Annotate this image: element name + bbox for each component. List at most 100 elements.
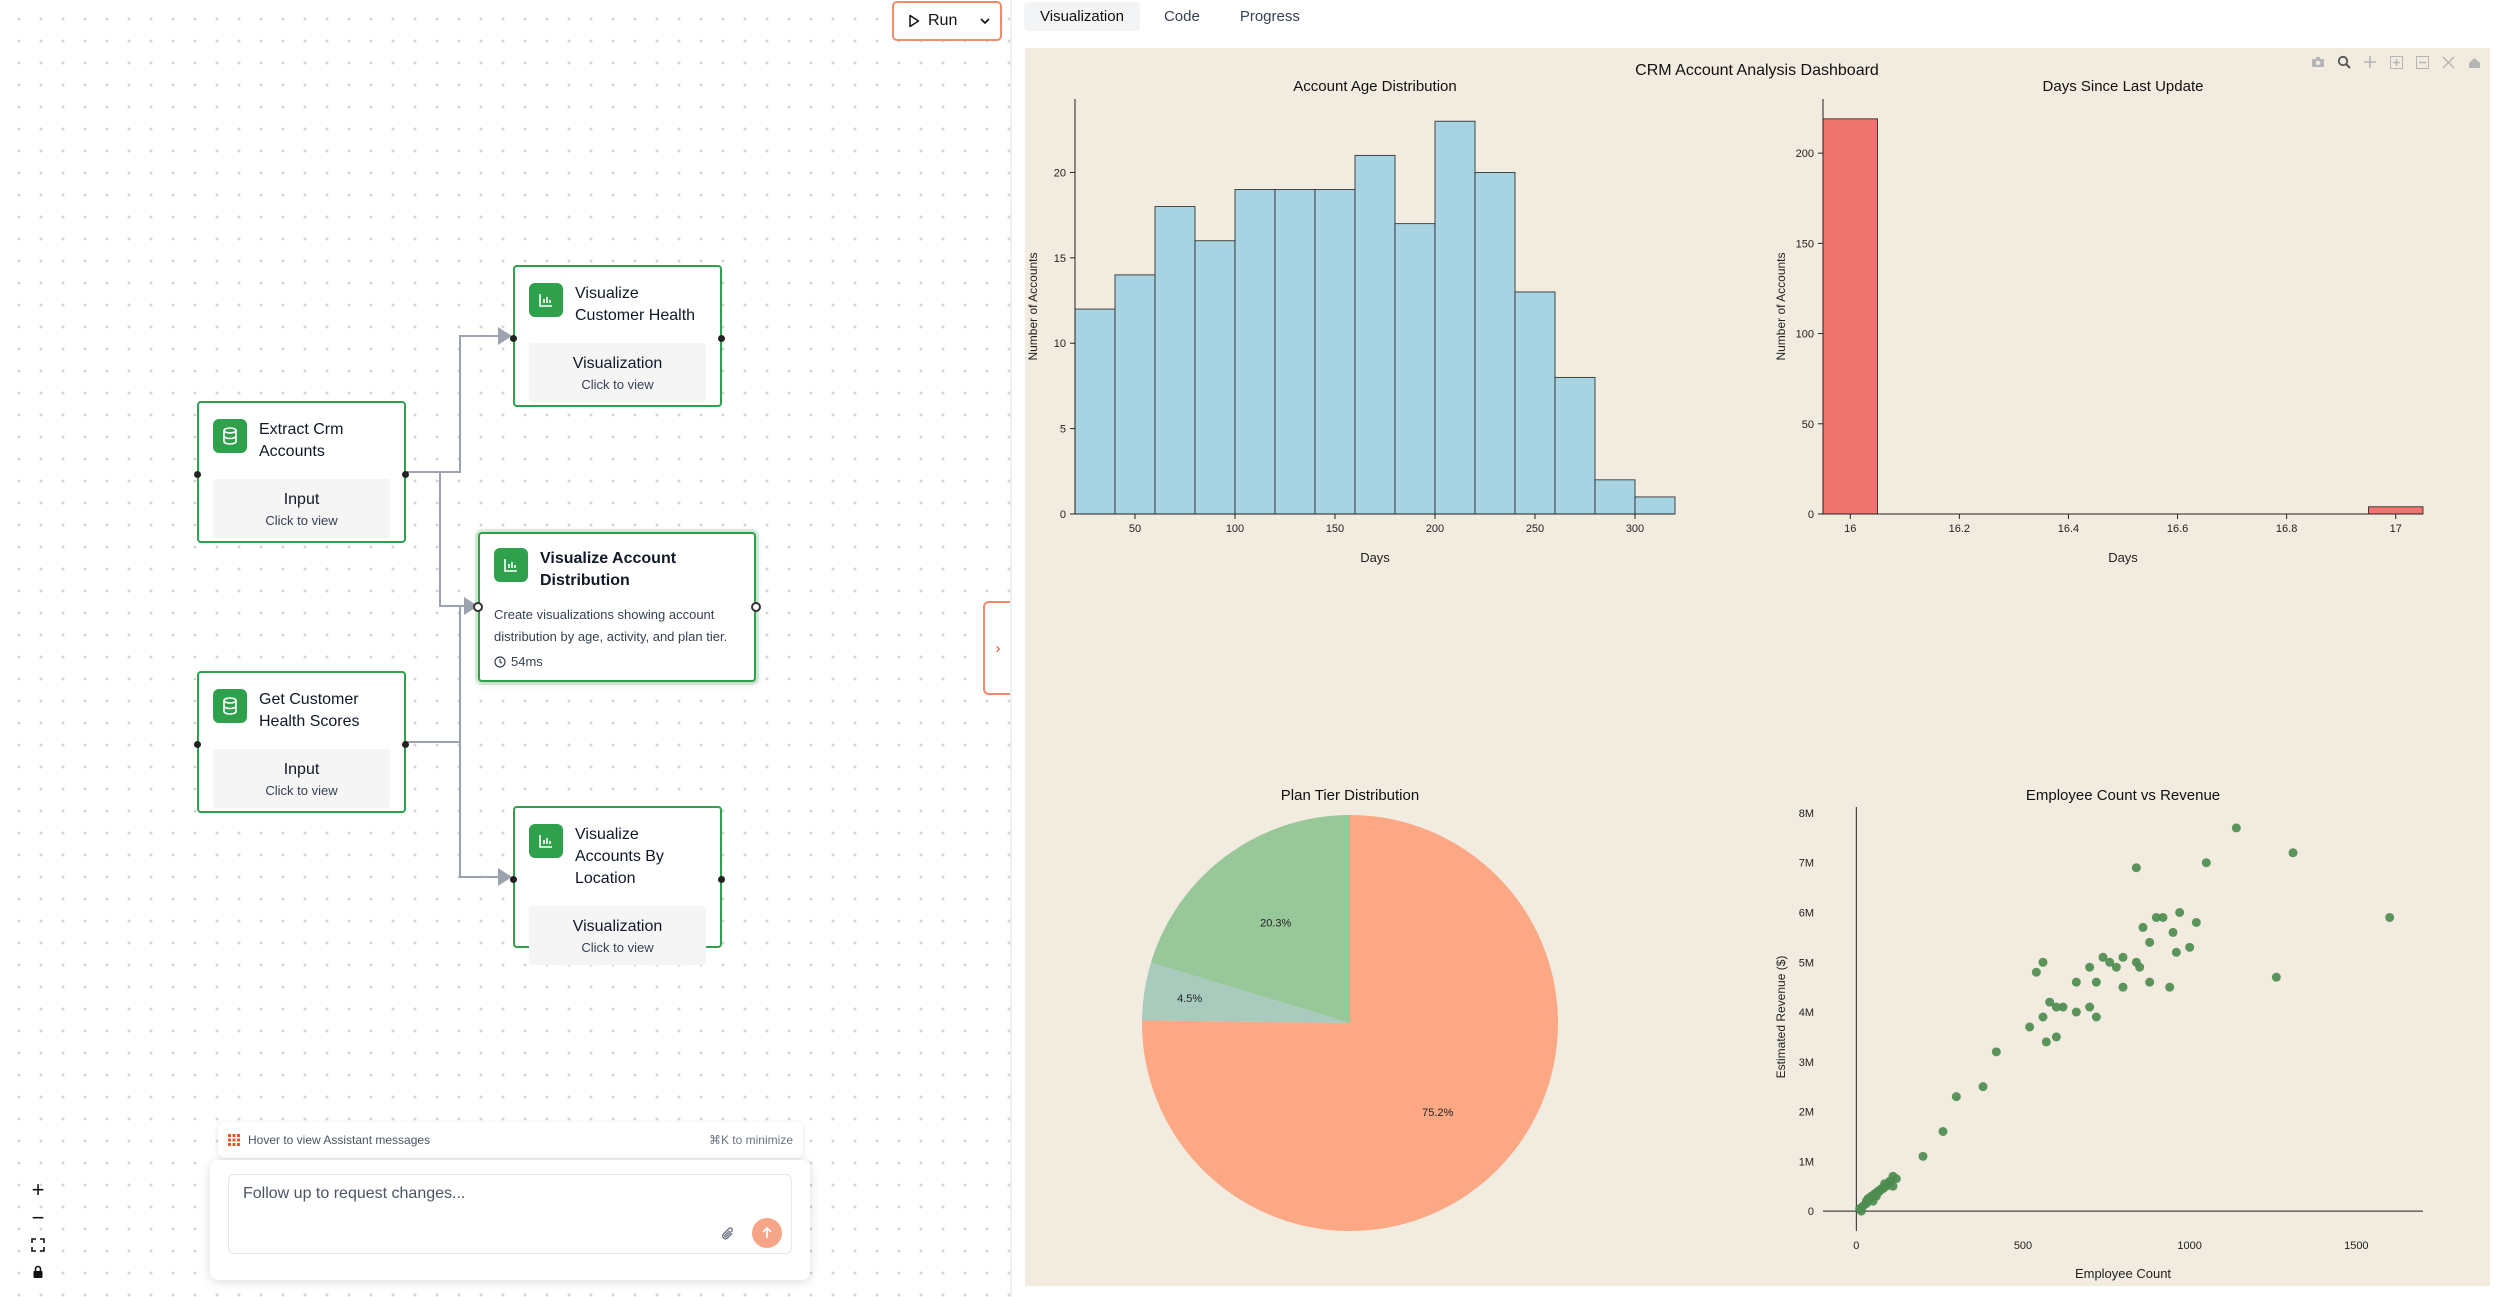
- run-button[interactable]: Run: [892, 1, 1002, 41]
- node-output-type: Visualization: [572, 918, 663, 935]
- node-output-type: Visualization: [572, 355, 663, 372]
- node-output-port[interactable]: [402, 471, 409, 478]
- panel-divider[interactable]: [1010, 0, 1012, 1297]
- attach-button[interactable]: [718, 1224, 738, 1244]
- camera-icon[interactable]: [2310, 54, 2326, 70]
- node-title: Extract Crm Accounts: [259, 421, 344, 460]
- follow-up-input[interactable]: [228, 1174, 792, 1254]
- scatter-point: [1938, 1126, 1948, 1136]
- node-output-port[interactable]: [402, 741, 409, 748]
- chevron-down-icon: [980, 18, 990, 25]
- zoom-out-button[interactable]: −: [31, 1205, 45, 1230]
- x-tick-label: 16.6: [2167, 523, 2188, 535]
- y-tick-label: 5: [1060, 424, 1066, 436]
- bar-chart-icon: [529, 283, 563, 317]
- bar: [1314, 189, 1356, 515]
- y-tick-label: 7M: [1799, 858, 1814, 870]
- tab-progress[interactable]: Progress: [1239, 7, 1300, 25]
- autoscale-icon[interactable]: [2440, 54, 2456, 70]
- bar: [1154, 206, 1196, 515]
- send-button[interactable]: [752, 1218, 782, 1248]
- scatter-point: [1863, 1194, 1873, 1204]
- bar: [1822, 118, 1878, 515]
- edge-scores-to-distribution: [405, 605, 472, 743]
- x-tick-label: 250: [1526, 523, 1544, 535]
- bar: [1554, 376, 1596, 515]
- y-tick-label: 200: [1796, 148, 1814, 160]
- node-visualize-accounts-by-location[interactable]: Visualize Accounts By Location Visualiza…: [510, 806, 725, 965]
- bar: [2368, 506, 2424, 515]
- scatter-point: [2151, 912, 2161, 922]
- assistant-messages-bar[interactable]: Hover to view Assistant messages ⌘K to m…: [218, 1122, 803, 1158]
- node-visualize-account-distribution[interactable]: Visualize Account Distribution Create vi…: [473, 532, 761, 682]
- tab-code[interactable]: Code: [1163, 7, 1200, 25]
- scatter-point: [2131, 863, 2141, 873]
- zoom-out-icon[interactable]: [2414, 54, 2430, 70]
- chat-composer: [210, 1160, 810, 1280]
- fit-view-button[interactable]: [26, 1233, 50, 1257]
- chart-title: Account Age Distribution: [1293, 78, 1456, 95]
- pie-label: 20.3%: [1260, 918, 1291, 930]
- x-tick-label: 16.8: [2276, 523, 2297, 535]
- node-title: Visualize Customer Health: [575, 285, 696, 324]
- scatter-point: [2165, 982, 2175, 992]
- node-title: Visualize Accounts By Location: [575, 826, 664, 887]
- scatter-point: [1978, 1082, 1988, 1092]
- arrowhead: [498, 868, 512, 886]
- y-axis-label: Number of Accounts: [1774, 252, 1788, 360]
- node-input-port[interactable]: [194, 471, 201, 478]
- scatter-point: [2091, 1012, 2101, 1022]
- bar: [1394, 223, 1436, 515]
- zoom-in-button[interactable]: +: [31, 1177, 45, 1202]
- node-input-port[interactable]: [194, 741, 201, 748]
- scatter-point: [2231, 823, 2241, 833]
- node-output-type: Input: [283, 491, 320, 508]
- node-title: Get Customer Health Scores: [259, 691, 360, 730]
- node-output-preview[interactable]: Input Click to view: [213, 749, 390, 808]
- node-output-preview[interactable]: Visualization Click to view: [529, 906, 706, 965]
- tab-visualization[interactable]: Visualization: [1024, 1, 1140, 31]
- lock-icon: [33, 1265, 43, 1278]
- dashboard-svg: CRM Account Analysis Dashboard Account A…: [1026, 62, 2424, 1281]
- y-tick-label: 15: [1054, 253, 1066, 265]
- view-tabs: Visualization Code Progress: [1012, 0, 2503, 32]
- run-options-button[interactable]: [971, 17, 1000, 25]
- scatter-point: [2138, 922, 2148, 932]
- reset-axes-icon[interactable]: [2466, 54, 2482, 70]
- node-visualize-customer-health[interactable]: Visualize Customer Health Visualization …: [510, 265, 725, 407]
- node-output-preview[interactable]: Input Click to view: [213, 479, 390, 538]
- chart-title: Days Since Last Update: [2043, 78, 2204, 95]
- node-input-port[interactable]: [473, 602, 483, 612]
- toggle-panel-button[interactable]: ›: [983, 601, 1011, 695]
- chart-title: Plan Tier Distribution: [1281, 787, 1419, 804]
- x-tick-label: 500: [2014, 1240, 2032, 1252]
- chevron-right-icon: ›: [995, 639, 1001, 657]
- chart-employee-vs-revenue: Employee Count vs Revenue 0 500 1000 1500 0 1M…: [1774, 787, 2423, 1281]
- zoom-icon[interactable]: [2336, 54, 2352, 70]
- node-output-preview[interactable]: Visualization Click to view: [529, 343, 706, 402]
- node-output-hint: Click to view: [265, 783, 338, 798]
- node-input-port[interactable]: [510, 876, 517, 883]
- node-output-port[interactable]: [751, 602, 761, 612]
- node-output-port[interactable]: [718, 335, 725, 342]
- scatter-point: [2185, 942, 2195, 952]
- node-get-customer-health-scores[interactable]: Get Customer Health Scores Input Click t…: [194, 671, 409, 813]
- node-extract-crm-accounts[interactable]: Extract Crm Accounts Input Click to view: [194, 401, 409, 543]
- dashboard-title: CRM Account Analysis Dashboard: [1635, 62, 1879, 79]
- run-main[interactable]: Run: [894, 12, 971, 30]
- lock-button[interactable]: [26, 1260, 50, 1284]
- scatter-point: [2175, 907, 2185, 917]
- bar: [1514, 291, 1556, 515]
- pan-icon[interactable]: [2362, 54, 2378, 70]
- scatter-point: [2051, 1002, 2061, 1012]
- node-output-port[interactable]: [718, 876, 725, 883]
- zoom-in-icon[interactable]: [2388, 54, 2404, 70]
- bar-chart-icon: [494, 548, 528, 582]
- scatter-point: [2041, 1037, 2051, 1047]
- x-tick-label: 16: [1844, 523, 1856, 535]
- workflow-canvas[interactable]: Extract Crm Accounts Input Click to view…: [0, 0, 1011, 1297]
- edge-scores-to-location: [405, 741, 506, 878]
- node-input-port[interactable]: [510, 335, 517, 342]
- arrow-up-icon: [762, 1226, 772, 1238]
- scatter-point: [2091, 977, 2101, 987]
